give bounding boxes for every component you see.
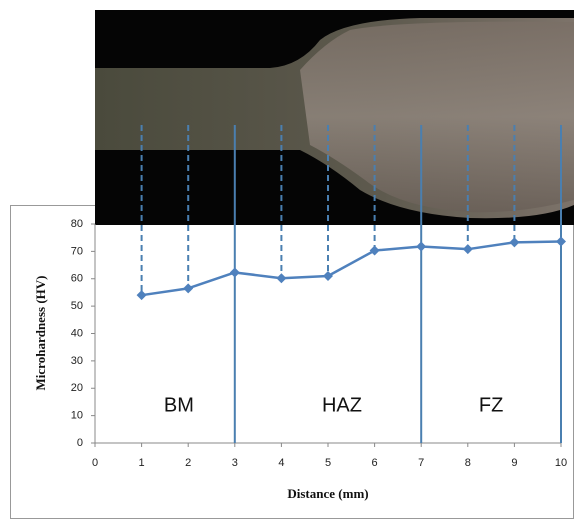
data-point	[509, 237, 520, 248]
x-tick-label: 6	[372, 457, 378, 469]
zone-label: HAZ	[322, 394, 362, 416]
zone-label: FZ	[479, 394, 503, 416]
data-point	[323, 271, 333, 282]
data-point	[369, 245, 380, 256]
y-tick-label: 10	[71, 410, 83, 422]
series-line	[141, 240, 562, 297]
x-tick-label: 8	[465, 457, 471, 469]
zone-label: BM	[164, 394, 194, 416]
x-tick-label: 10	[555, 457, 567, 469]
data-point	[416, 241, 427, 252]
micrograph	[95, 10, 574, 225]
x-tick-label: 9	[511, 457, 517, 469]
y-tick-label: 0	[77, 437, 83, 449]
x-tick-label: 2	[185, 457, 191, 469]
y-tick-label: 30	[71, 355, 83, 367]
data-point	[183, 283, 194, 294]
x-tick-label: 1	[139, 457, 145, 469]
data-point	[229, 267, 240, 278]
x-tick-label: 4	[278, 457, 284, 469]
y-tick-label: 70	[71, 245, 83, 257]
x-axis-title: Distance (mm)	[287, 486, 368, 501]
x-tick-label: 3	[232, 457, 238, 469]
y-tick-label: 40	[71, 327, 83, 339]
y-tick-label: 80	[71, 218, 83, 230]
x-tick-label: 7	[418, 457, 424, 469]
y-tick-label: 60	[71, 273, 83, 285]
x-tick-label: 5	[325, 457, 331, 469]
data-point	[276, 273, 287, 284]
data-point	[462, 244, 473, 255]
y-axis-title: Microhardness (HV)	[33, 276, 48, 391]
data-point	[136, 290, 147, 301]
chart-frame	[10, 205, 574, 519]
data-point	[556, 236, 566, 247]
y-tick-label: 50	[71, 300, 83, 312]
x-tick-label: 0	[92, 457, 98, 469]
y-tick-label: 20	[71, 382, 83, 394]
